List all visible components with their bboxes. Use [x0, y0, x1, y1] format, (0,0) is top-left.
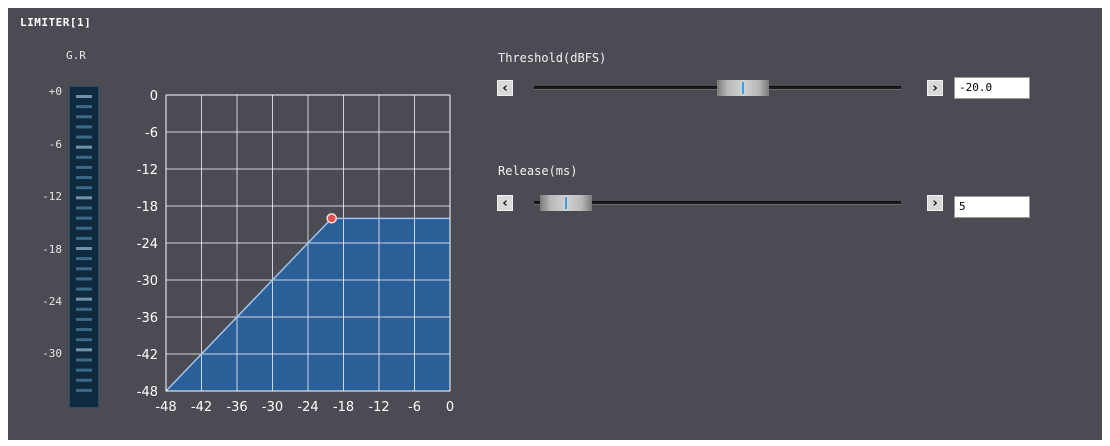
gr-meter-segment — [76, 206, 92, 210]
gain-reduction-meter — [69, 86, 99, 408]
gr-meter-segment — [76, 368, 92, 372]
x-tick-label: -18 — [333, 400, 354, 415]
x-tick-label: 0 — [446, 400, 454, 415]
gr-meter-segment — [76, 186, 92, 190]
gr-meter-segment — [76, 358, 92, 362]
x-tick-label: -30 — [262, 400, 283, 415]
gr-meter-segment — [76, 287, 92, 291]
y-tick-label: -6 — [145, 126, 158, 141]
gr-tick: -6 — [48, 138, 62, 151]
gr-meter-segment — [76, 307, 92, 311]
gr-meter-segment — [76, 155, 92, 159]
gain-reduction-label: G.R — [66, 49, 86, 62]
gr-meter-segment — [76, 115, 92, 119]
gr-meter-segment — [76, 297, 92, 301]
gr-meter-segment — [76, 277, 92, 281]
chevron-left-icon: ‹ — [502, 80, 508, 96]
x-tick-label: -12 — [368, 400, 389, 415]
threshold-increase-button[interactable]: › — [927, 80, 943, 96]
gr-meter-segment — [76, 226, 92, 230]
thumb-indicator — [741, 82, 744, 94]
gr-meter-segment — [76, 348, 92, 352]
threshold-decrease-button[interactable]: ‹ — [497, 80, 513, 96]
gr-tick: +0 — [48, 85, 62, 98]
gr-meter-segment — [76, 165, 92, 169]
gr-tick: -12 — [42, 190, 62, 203]
gr-meter-segment — [76, 176, 92, 180]
threshold-slider-track[interactable] — [534, 80, 901, 96]
y-tick-label: -12 — [137, 163, 158, 178]
x-tick-label: -24 — [297, 400, 318, 415]
x-tick-label: -42 — [191, 400, 212, 415]
gr-meter-segment — [76, 236, 92, 240]
gr-meter-segment — [76, 247, 92, 250]
release-value-field[interactable]: 5 — [954, 196, 1030, 218]
panel-title: LIMITER[1] — [20, 16, 92, 29]
release-slider-track[interactable] — [534, 195, 901, 211]
y-tick-label: -48 — [137, 385, 158, 400]
threshold-point-handle[interactable] — [326, 213, 337, 224]
release-increase-button[interactable]: › — [927, 195, 943, 211]
y-tick-label: -42 — [137, 348, 158, 363]
gr-meter-segment — [76, 388, 92, 392]
x-tick-label: -36 — [226, 400, 247, 415]
release-slider-thumb[interactable] — [540, 195, 593, 211]
gr-tick: -24 — [42, 295, 62, 308]
limiter-curve-chart[interactable]: 0-6-12-18-24-30-36-42-48-48 -42 -36 -30 -24-… — [116, 86, 456, 426]
y-tick-label: -24 — [137, 237, 158, 252]
chevron-right-icon: › — [932, 80, 938, 96]
gr-meter-segment — [76, 196, 92, 200]
gr-meter-segment — [76, 317, 92, 321]
gr-meter-segment — [76, 135, 92, 139]
gr-tick: -30 — [42, 347, 62, 360]
gr-meter-segment — [76, 125, 92, 129]
gr-meter-segment — [76, 257, 92, 261]
chevron-left-icon: ‹ — [502, 195, 508, 211]
threshold-slider-thumb[interactable] — [716, 80, 769, 96]
gr-meter-segment — [76, 105, 92, 109]
threshold-value-field[interactable]: -20.0 — [954, 77, 1030, 99]
release-decrease-button[interactable]: ‹ — [497, 195, 513, 211]
y-tick-label: -36 — [137, 311, 158, 326]
thumb-indicator — [565, 197, 568, 209]
x-tick-label: -48 — [155, 400, 176, 415]
y-tick-label: 0 — [150, 89, 158, 104]
gr-meter-segment — [76, 145, 92, 149]
gr-meter-segment — [76, 216, 92, 220]
x-tick-label: -6 — [408, 400, 421, 415]
gr-meter-segment — [76, 267, 92, 271]
gr-meter-segment — [76, 328, 92, 332]
gr-tick: -18 — [42, 243, 62, 256]
gr-meter-segment — [76, 378, 92, 382]
plot-border — [165, 94, 451, 392]
gain-reduction-segments — [76, 95, 92, 392]
y-tick-label: -18 — [137, 200, 158, 215]
gr-meter-segment — [76, 338, 92, 342]
gr-meter-segment — [76, 95, 92, 98]
threshold-label: Threshold(dBFS) — [498, 51, 607, 65]
chevron-right-icon: › — [932, 195, 938, 211]
release-label: Release(ms) — [498, 164, 578, 178]
limiter-panel: LIMITER[1] G.R +0 -6 -12 -18 -24 -30 0 -6… — [8, 8, 1102, 440]
y-tick-label: -30 — [137, 274, 158, 289]
